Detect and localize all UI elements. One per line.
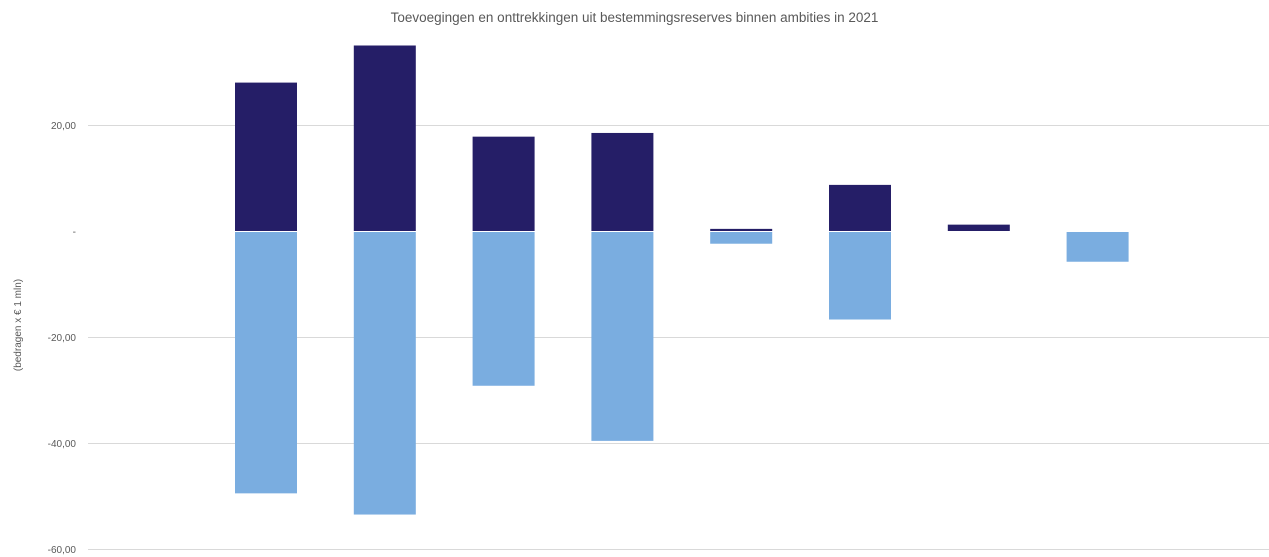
y-axis-label: (bedragen x € 1 mln) <box>13 279 24 371</box>
bar-series-1-category-5 <box>710 228 773 231</box>
bar-series-1-category-7 <box>947 224 1010 231</box>
bar-series-2-category-6 <box>829 231 891 320</box>
bar-series-1-category-6 <box>829 184 891 231</box>
y-tick-label: - <box>73 227 76 238</box>
bar-series-2-category-3 <box>472 231 535 386</box>
y-tick-label: -20,00 <box>48 333 77 344</box>
bar-series-1-category-3 <box>472 136 535 231</box>
bar-series-1-category-2 <box>353 45 416 231</box>
chart-title: Toevoegingen en onttrekkingen uit bestem… <box>390 10 879 25</box>
bar-series-2-category-5 <box>710 231 773 244</box>
bar-series-2-category-8 <box>1066 231 1129 262</box>
bars <box>88 45 1269 515</box>
bar-series-2-category-2 <box>353 231 416 515</box>
y-axis-ticks: 20,00 - -20,00 -40,00 -60,00 <box>48 121 77 556</box>
y-tick-label: 20,00 <box>51 121 76 132</box>
bar-series-2-category-4 <box>591 231 654 441</box>
bar-series-1-category-1 <box>235 82 297 231</box>
y-tick-label: -40,00 <box>48 439 77 450</box>
y-tick-label: -60,00 <box>48 545 77 556</box>
bar-series-2-category-1 <box>235 231 297 494</box>
bar-series-1-category-4 <box>591 132 654 231</box>
